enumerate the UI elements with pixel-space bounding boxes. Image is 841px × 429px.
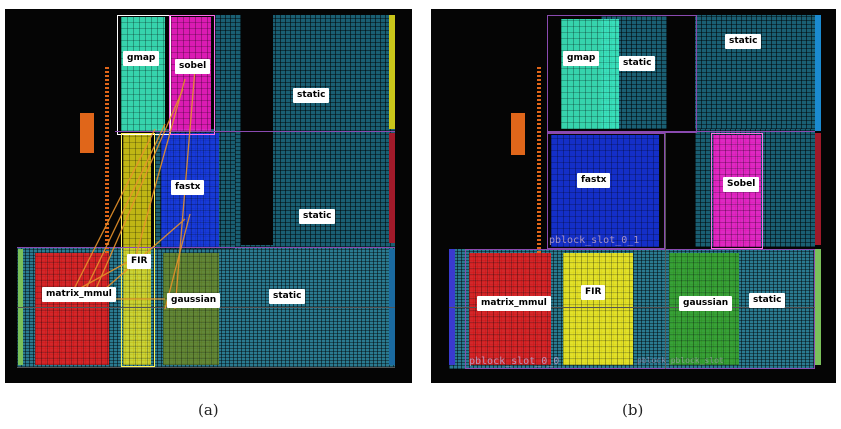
row-line-1 bbox=[547, 131, 815, 132]
row-line-4 bbox=[17, 367, 395, 368]
io-bank-block bbox=[511, 113, 525, 155]
edge-column-red bbox=[815, 133, 821, 245]
fir-block bbox=[563, 253, 633, 365]
pblock-slot-0-1-outline bbox=[547, 133, 665, 249]
edge-column-yellow bbox=[389, 15, 395, 129]
label-sobel: Sobel bbox=[723, 177, 760, 192]
pblock-slot-0-0-text: pblock_slot_0_0 bbox=[469, 356, 560, 367]
pblock-slot-0-0-outline bbox=[465, 249, 815, 369]
label-fir: FIR bbox=[127, 254, 152, 269]
edge-column-blue bbox=[815, 15, 821, 131]
sobel-outline bbox=[711, 133, 763, 249]
gmap-block bbox=[121, 17, 165, 131]
gaussian-block bbox=[163, 253, 219, 365]
row-line-2 bbox=[17, 247, 395, 248]
label-static-1: static bbox=[293, 88, 330, 103]
label-matrix-mmul: matrix_mmul bbox=[42, 287, 116, 302]
label-static-2: static bbox=[299, 209, 336, 224]
fabric-gap bbox=[241, 15, 273, 245]
pblock-slot-0-1-text: pblock_slot_0_1 bbox=[549, 235, 640, 246]
edge-column-green bbox=[815, 249, 821, 365]
label-gmap: gmap bbox=[123, 51, 160, 66]
pblock-faint-text: pblock_pblock_slot bbox=[637, 356, 724, 365]
fabric-gap bbox=[667, 15, 695, 241]
label-static-3: static bbox=[269, 289, 306, 304]
floorplan-panel-a: gmap sobel static fastx static FIR matri… bbox=[5, 9, 412, 383]
label-matrix-mmul: matrix_mmul bbox=[477, 296, 551, 311]
label-gaussian: gaussian bbox=[167, 293, 221, 308]
gmap-outline bbox=[117, 15, 171, 135]
caption-b: (b) bbox=[622, 401, 644, 419]
caption-a: (a) bbox=[198, 401, 219, 419]
label-static-1: static bbox=[619, 56, 656, 71]
gmap-outline bbox=[547, 15, 697, 133]
label-fastx: fastx bbox=[171, 180, 205, 195]
label-gaussian: gaussian bbox=[679, 296, 733, 311]
matrix-mmul-block bbox=[35, 253, 109, 365]
label-fir: FIR bbox=[581, 285, 606, 300]
fir-outline bbox=[121, 133, 155, 367]
label-static-3: static bbox=[749, 293, 786, 308]
fastx-block bbox=[551, 135, 659, 247]
label-gmap: gmap bbox=[563, 51, 600, 66]
label-sobel: sobel bbox=[175, 59, 211, 74]
edge-column-red bbox=[389, 133, 395, 243]
label-static-2: static bbox=[725, 34, 762, 49]
label-fastx: fastx bbox=[577, 173, 611, 188]
gmap-block bbox=[561, 19, 619, 129]
static-fabric-top bbox=[601, 15, 815, 129]
floorplan-panel-b: pblock_slot_0_1 pblock_slot_0_0 pblock_p… bbox=[431, 9, 836, 383]
column-line bbox=[665, 133, 666, 369]
row-line-2 bbox=[449, 307, 815, 308]
row-line-1 bbox=[115, 131, 395, 132]
sobel-outline bbox=[169, 15, 215, 135]
io-bank-column bbox=[105, 67, 109, 253]
io-bank-column bbox=[537, 67, 541, 253]
io-bank-block bbox=[80, 113, 94, 153]
